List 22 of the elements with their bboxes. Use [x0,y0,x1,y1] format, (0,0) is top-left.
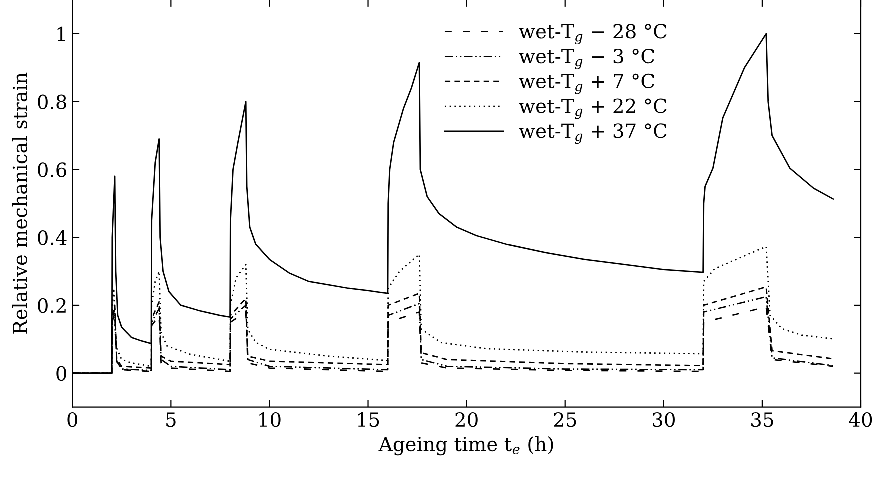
y-axis-title: Relative mechanical strain [12,72,28,334]
y-tick-label: 0.2 [38,298,66,314]
x-tick-label: 25 [554,412,576,428]
y-tick-label: 0.4 [38,230,67,246]
y-tick-label: 0.8 [38,94,66,110]
y-tick-label: 0 [56,366,66,382]
legend-label: wet-T$_{g}$ − 3 °C [519,48,654,70]
x-tick-label: 35 [752,412,774,428]
x-tick-label: 5 [166,412,176,428]
x-tick-label: 20 [456,412,478,428]
x-tick-label: 15 [358,412,380,428]
x-tick-label: 0 [68,412,78,428]
x-tick-label: 30 [653,412,675,428]
y-tick-label: 0.6 [38,162,67,178]
legend-label: wet-T$_{g}$ + 37 °C [519,124,667,144]
y-tick-label: 1 [58,26,65,42]
x-axis-title: Ageing time t$_{e}$ (h) [378,436,554,456]
legend-label: wet-T$_{g}$ + 22 °C [519,98,667,120]
legend-label: wet-T$_{g}$ − 28 °C [519,24,667,45]
x-tick-label: 40 [849,412,872,428]
legend-label: wet-T$_{g}$ + 7 °C [519,74,654,94]
x-tick-label: 10 [260,412,281,428]
